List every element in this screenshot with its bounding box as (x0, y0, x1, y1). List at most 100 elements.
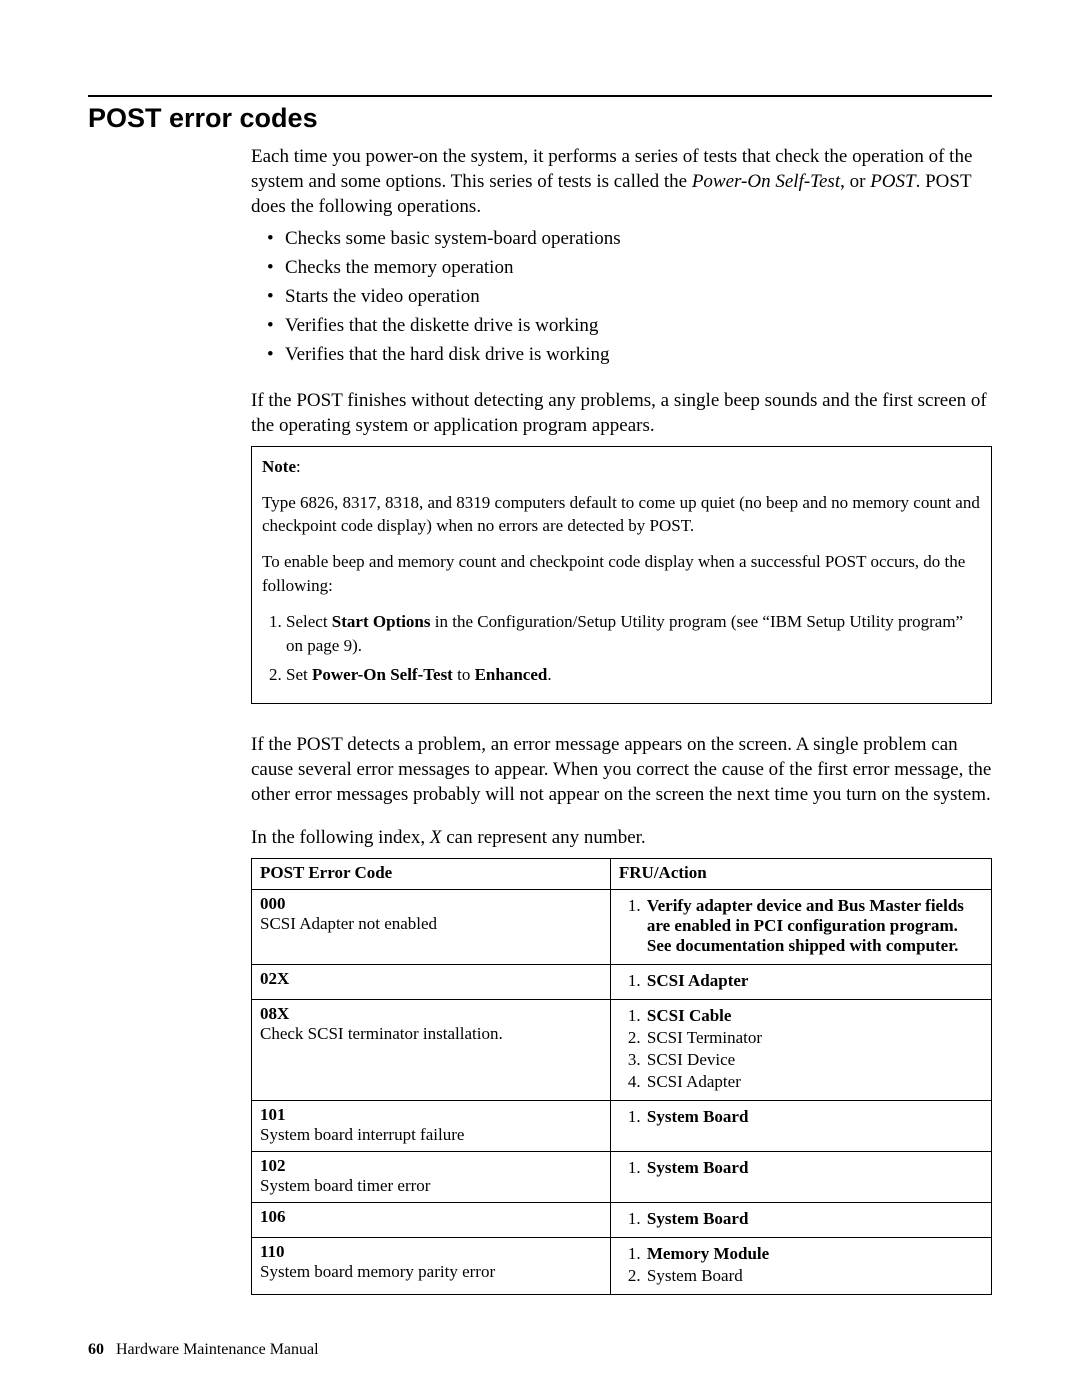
action-text: SCSI Terminator (647, 1028, 762, 1047)
action-list: SCSI Adapter (619, 971, 983, 991)
action-list: Memory Module System Board (619, 1244, 983, 1286)
action-item: Verify adapter device and Bus Master fie… (645, 896, 983, 956)
list-item: Verifies that the hard disk drive is wor… (267, 341, 992, 370)
code-value: 102 (260, 1156, 286, 1175)
action-item: System Board (645, 1209, 983, 1229)
action-item: System Board (645, 1107, 983, 1127)
page-number: 60 (88, 1341, 104, 1358)
note-label-line: Note: (262, 455, 981, 479)
note-ol2-c: . (547, 665, 551, 684)
bullet-list: Checks some basic system-board operation… (267, 225, 992, 369)
action-cell: SCSI Adapter (610, 965, 991, 1000)
code-cell: 08XCheck SCSI terminator installation. (252, 1000, 611, 1101)
code-value: 101 (260, 1105, 286, 1124)
table-header-row: POST Error Code FRU/Action (252, 859, 992, 890)
code-description: System board memory parity error (260, 1262, 495, 1281)
note-ol1-a: Select (286, 612, 332, 631)
action-item: Memory Module (645, 1244, 983, 1264)
action-list: System Board (619, 1209, 983, 1229)
post-note-paragraph: If the POST detects a problem, an error … (251, 732, 992, 807)
table-header-code: POST Error Code (252, 859, 611, 890)
action-cell: SCSI Cable SCSI Terminator SCSI Device SCSI… (610, 1000, 991, 1101)
table-row: 02X SCSI Adapter (252, 965, 992, 1000)
note-ol2-bold1: Power-On Self-Test (312, 665, 453, 684)
note-ol1-bold: Start Options (332, 612, 431, 631)
table-row: 110System board memory parity errorMemor… (252, 1238, 992, 1295)
code-cell: 106 (252, 1203, 611, 1238)
code-cell: 101System board interrupt failure (252, 1101, 611, 1152)
action-cell: System Board (610, 1152, 991, 1203)
action-text: System Board (647, 1209, 749, 1228)
index-intro: In the following index, X can represent … (251, 825, 992, 850)
action-text: System Board (647, 1158, 749, 1177)
code-value: 02X (260, 969, 289, 988)
action-text: SCSI Cable (647, 1006, 732, 1025)
code-description: System board interrupt failure (260, 1125, 464, 1144)
list-item: Checks the memory operation (267, 254, 992, 283)
list-item: Verifies that the diskette drive is work… (267, 312, 992, 341)
code-value: 106 (260, 1207, 286, 1226)
intro-paragraph: Each time you power-on the system, it pe… (251, 144, 992, 219)
code-description: Check SCSI terminator installation. (260, 1024, 503, 1043)
table-row: 106 System Board (252, 1203, 992, 1238)
top-rule (88, 95, 992, 97)
code-description: SCSI Adapter not enabled (260, 914, 437, 933)
action-text: SCSI Adapter (647, 971, 749, 990)
code-cell: 102System board timer error (252, 1152, 611, 1203)
note-list-item: Select Start Options in the Configuratio… (286, 610, 981, 658)
code-description: System board timer error (260, 1176, 430, 1195)
page: POST error codes Each time you power-on … (0, 0, 1080, 1397)
action-text: SCSI Adapter (647, 1072, 741, 1091)
action-text: Memory Module (647, 1244, 769, 1263)
code-cell: 02X (252, 965, 611, 1000)
list-item: Starts the video operation (267, 283, 992, 312)
table-row: 000SCSI Adapter not enabled Verify adapte… (252, 890, 992, 965)
action-text: System Board (647, 1266, 743, 1285)
code-value: 110 (260, 1242, 285, 1261)
note-ol2-bold2: Enhanced (475, 665, 548, 684)
index-intro-a: In the following index, (251, 827, 430, 848)
code-cell: 110System board memory parity error (252, 1238, 611, 1295)
intro-italic-1: Power-On Self-Test (692, 171, 840, 192)
table-row: 08XCheck SCSI terminator installation.SC… (252, 1000, 992, 1101)
list-item: Checks some basic system-board operation… (267, 225, 992, 254)
post-error-codes-table: POST Error Code FRU/Action 000SCSI Adapt… (251, 858, 992, 1295)
doc-title: Hardware Maintenance Manual (116, 1341, 319, 1358)
action-list: System Board (619, 1158, 983, 1178)
intro-italic-2: POST (870, 171, 915, 192)
code-value: 08X (260, 1004, 289, 1023)
index-intro-b: can represent any number. (442, 827, 646, 848)
action-list: Verify adapter device and Bus Master fie… (619, 896, 983, 956)
page-footer: 60 Hardware Maintenance Manual (88, 1341, 319, 1359)
action-list: System Board (619, 1107, 983, 1127)
code-value: 000 (260, 894, 286, 913)
note-box: Note: Type 6826, 8317, 8318, and 8319 co… (251, 446, 992, 704)
table-row: 102System board timer error System Board (252, 1152, 992, 1203)
index-intro-italic: X (430, 827, 442, 848)
note-label: Note (262, 457, 296, 476)
note-list-item: Set Power-On Self-Test to Enhanced. (286, 663, 981, 687)
note-ol2-b: to (453, 665, 475, 684)
intro-text-b: , or (840, 171, 870, 192)
note-paragraph-1: Type 6826, 8317, 8318, and 8319 computer… (262, 491, 981, 539)
action-item: SCSI Cable (645, 1006, 983, 1026)
table-row: 101System board interrupt failureSystem … (252, 1101, 992, 1152)
action-item: System Board (645, 1266, 983, 1286)
action-item: SCSI Adapter (645, 1072, 983, 1092)
action-cell: Memory Module System Board (610, 1238, 991, 1295)
action-cell: System Board (610, 1203, 991, 1238)
action-list: SCSI Cable SCSI Terminator SCSI Device SCSI… (619, 1006, 983, 1092)
action-text: System Board (647, 1107, 749, 1126)
body-column: Each time you power-on the system, it pe… (251, 144, 992, 1295)
post-bullets-paragraph: If the POST finishes without detecting a… (251, 388, 992, 438)
action-text: SCSI Device (647, 1050, 735, 1069)
table-header-action: FRU/Action (610, 859, 991, 890)
action-item: SCSI Adapter (645, 971, 983, 991)
note-ordered-list: Select Start Options in the Configuratio… (262, 610, 981, 687)
action-item: System Board (645, 1158, 983, 1178)
action-cell: System Board (610, 1101, 991, 1152)
action-item: SCSI Terminator (645, 1028, 983, 1048)
note-ol2-a: Set (286, 665, 312, 684)
note-paragraph-2: To enable beep and memory count and chec… (262, 550, 981, 598)
code-cell: 000SCSI Adapter not enabled (252, 890, 611, 965)
